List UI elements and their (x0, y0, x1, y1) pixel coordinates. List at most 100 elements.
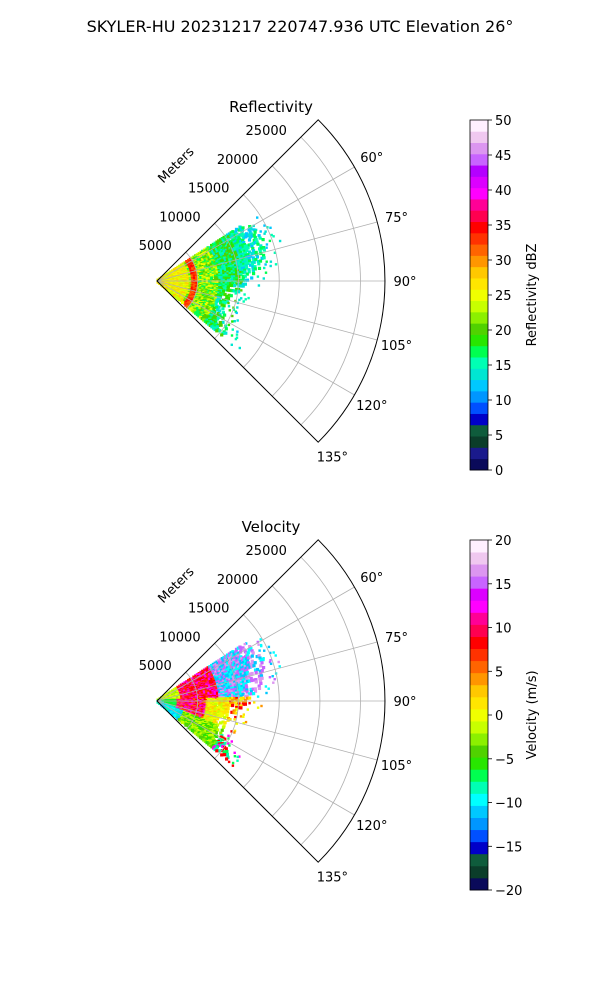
echo-cell (270, 233, 273, 237)
echo-cell (233, 682, 237, 686)
echo-cell (218, 309, 222, 313)
echo-cell (237, 245, 241, 249)
colorbar-swatch (470, 757, 488, 770)
echo-cell (244, 655, 248, 659)
echo-cell (221, 251, 225, 256)
azimuth-tick-label: 105° (381, 759, 412, 774)
echo-cell (245, 272, 249, 276)
azimuth-tick-label: 60° (360, 571, 383, 586)
echo-cell (229, 248, 233, 252)
echo-cell (235, 668, 239, 672)
echo-cell (246, 673, 250, 677)
echo-cell (237, 691, 241, 695)
echo-cell (161, 704, 165, 708)
echo-cell (236, 646, 240, 650)
echo-cell (245, 234, 250, 238)
echo-cell (230, 730, 233, 733)
echo-cell (232, 709, 236, 713)
echo-cell (235, 278, 239, 282)
echo-cell (226, 283, 230, 287)
echo-cell (229, 280, 233, 284)
echo-cell (239, 269, 243, 273)
echo-cell (239, 691, 243, 695)
colorbar-swatch (470, 334, 488, 347)
colorbar-swatch (470, 853, 488, 867)
echo-cell (244, 247, 248, 251)
echo-cell (245, 677, 249, 681)
range-tick-label: 25000 (246, 544, 287, 559)
echo-cell (259, 664, 263, 668)
echo-cell (232, 289, 236, 293)
echo-cell (232, 677, 236, 681)
echo-cell (244, 262, 248, 266)
echo-cell (235, 693, 239, 697)
echo-cell (229, 235, 233, 239)
echo-cell (237, 228, 241, 232)
echo-cell (254, 250, 258, 254)
echo-cell (237, 240, 241, 244)
echo-cell (213, 733, 217, 737)
echo-cell (234, 670, 238, 674)
echo-cell (211, 724, 215, 728)
echo-cell (234, 227, 239, 231)
echo-cell (249, 690, 253, 694)
echo-cell (236, 267, 240, 271)
echo-cell (253, 230, 257, 234)
echo-cell (251, 267, 255, 271)
echo-cell (247, 648, 251, 652)
echo-cell (228, 241, 232, 245)
echo-cell (229, 700, 233, 704)
echo-cell (234, 687, 238, 692)
echo-cell (238, 658, 242, 662)
echo-cell (202, 738, 206, 742)
echo-cell (229, 676, 233, 680)
colorbar-swatch (470, 447, 488, 460)
echo-cell (206, 289, 210, 293)
echo-cell (260, 661, 264, 665)
colorbar-swatch (470, 624, 488, 637)
echo-cell (229, 256, 233, 260)
echo-cell (226, 703, 230, 707)
echo-cell (194, 708, 198, 713)
echo-cell (227, 675, 231, 679)
echo-cell (250, 659, 254, 663)
echo-cell (238, 755, 241, 758)
echo-cell (242, 686, 247, 690)
echo-cell (273, 678, 276, 681)
echo-cell (243, 665, 247, 669)
echo-cell (214, 726, 218, 730)
colorbar-tick-label: 5 (495, 665, 503, 680)
echo-cell (250, 263, 255, 267)
echo-cell (200, 290, 204, 294)
echo-cell (253, 267, 257, 271)
echo-cell (223, 313, 227, 317)
echo-cell (216, 728, 220, 732)
echo-cell (233, 755, 237, 758)
echo-cell (262, 253, 266, 257)
echo-cell (227, 665, 231, 669)
echo-cell (233, 729, 237, 733)
echo-cell (234, 250, 238, 254)
echo-cell (254, 258, 258, 262)
echo-cell (222, 715, 226, 720)
echo-cell (231, 328, 234, 331)
echo-cell (229, 265, 233, 269)
echo-cell (239, 698, 243, 702)
echo-cell (224, 703, 228, 707)
echo-cell (248, 263, 253, 267)
colorbar-tick-label: 0 (495, 709, 503, 724)
echo-cell (231, 663, 235, 667)
colorbar-tick-label: 50 (495, 114, 512, 129)
echo-cell (272, 651, 275, 654)
echo-cell (239, 244, 243, 248)
echo-cell (234, 244, 238, 248)
echo-cell (232, 656, 236, 660)
echo-cell (228, 309, 231, 312)
azimuth-tick-label: 75° (385, 631, 408, 646)
echo-cell (257, 643, 260, 646)
echo-cell (253, 687, 257, 691)
echo-cell (242, 247, 246, 251)
echo-cell (256, 640, 259, 644)
echo-cell (216, 661, 220, 665)
echo-cell (221, 714, 225, 718)
